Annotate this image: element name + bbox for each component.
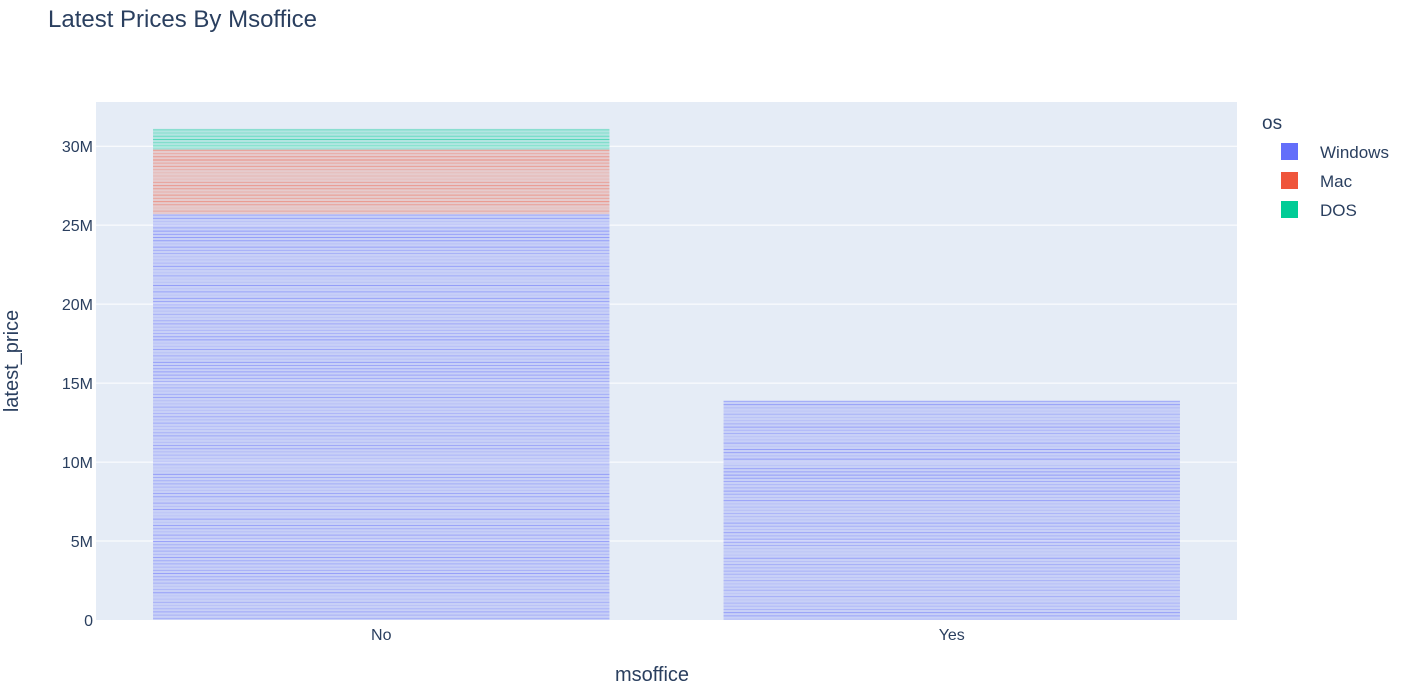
legend-swatch — [1281, 201, 1298, 218]
y-axis-title: latest_price — [1, 310, 23, 412]
legend-item-windows[interactable]: Windows — [1281, 143, 1389, 162]
y-tick-label: 10M — [62, 455, 93, 472]
bar-segment-windows-yes — [723, 400, 1180, 620]
bar-segment-windows-no — [153, 214, 610, 620]
legend-item-mac[interactable]: Mac — [1281, 172, 1353, 191]
legend-swatch — [1281, 143, 1298, 160]
plot-area — [96, 102, 1237, 620]
legend-item-dos[interactable]: DOS — [1281, 201, 1357, 220]
bar-fill — [723, 400, 1180, 620]
legend-title: os — [1262, 113, 1282, 134]
y-tick-label: 15M — [62, 376, 93, 393]
x-tick-label: No — [371, 627, 392, 644]
x-axis-ticks: No Yes — [371, 627, 965, 644]
legend-label: DOS — [1320, 201, 1357, 220]
legend: os Windows Mac DOS — [1262, 113, 1389, 220]
y-tick-label: 0 — [84, 613, 93, 630]
y-tick-label: 5M — [71, 534, 93, 551]
x-tick-label: Yes — [939, 627, 965, 644]
gridlines — [96, 145, 1237, 542]
y-tick-label: 20M — [62, 297, 93, 314]
y-tick-label: 30M — [62, 139, 93, 156]
bars — [153, 128, 1180, 620]
bar-segment-mac-no — [153, 149, 610, 215]
legend-swatch — [1281, 172, 1298, 189]
y-tick-label: 25M — [62, 218, 93, 235]
chart-title: Latest Prices By Msoffice — [48, 6, 317, 33]
x-axis-title: msoffice — [615, 664, 689, 686]
y-axis-ticks: 0 5M 10M 15M 20M 25M 30M — [62, 139, 93, 630]
bar-fill — [153, 214, 610, 620]
bar-segment-dos-no — [153, 128, 610, 150]
legend-label: Mac — [1320, 172, 1353, 191]
legend-label: Windows — [1320, 143, 1389, 162]
